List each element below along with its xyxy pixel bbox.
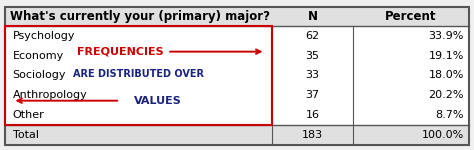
Bar xyxy=(5,125,469,145)
Text: 33: 33 xyxy=(306,70,319,80)
Text: Other: Other xyxy=(12,110,44,120)
Text: ARE DISTRIBUTED OVER: ARE DISTRIBUTED OVER xyxy=(73,69,204,79)
Bar xyxy=(5,26,469,125)
Text: 37: 37 xyxy=(306,90,319,100)
Text: Total: Total xyxy=(12,130,38,140)
Bar xyxy=(5,26,273,125)
Text: What's currently your (primary) major?: What's currently your (primary) major? xyxy=(10,10,270,23)
Text: Economy: Economy xyxy=(12,51,64,61)
Bar xyxy=(5,7,469,26)
Text: FREQUENCIES: FREQUENCIES xyxy=(77,47,164,57)
Text: 18.0%: 18.0% xyxy=(428,70,464,80)
Text: Sociology: Sociology xyxy=(12,70,66,80)
Text: 35: 35 xyxy=(306,51,319,61)
Text: 8.7%: 8.7% xyxy=(435,110,464,120)
Text: 100.0%: 100.0% xyxy=(421,130,464,140)
Text: 19.1%: 19.1% xyxy=(428,51,464,61)
Text: VALUES: VALUES xyxy=(134,96,182,106)
Text: 16: 16 xyxy=(306,110,319,120)
Text: N: N xyxy=(308,10,318,23)
Text: Psychology: Psychology xyxy=(12,31,75,41)
Text: 62: 62 xyxy=(306,31,319,41)
Text: Percent: Percent xyxy=(385,10,437,23)
Text: 20.2%: 20.2% xyxy=(428,90,464,100)
Text: 33.9%: 33.9% xyxy=(428,31,464,41)
Text: Anthropology: Anthropology xyxy=(12,90,87,100)
Text: 183: 183 xyxy=(302,130,323,140)
